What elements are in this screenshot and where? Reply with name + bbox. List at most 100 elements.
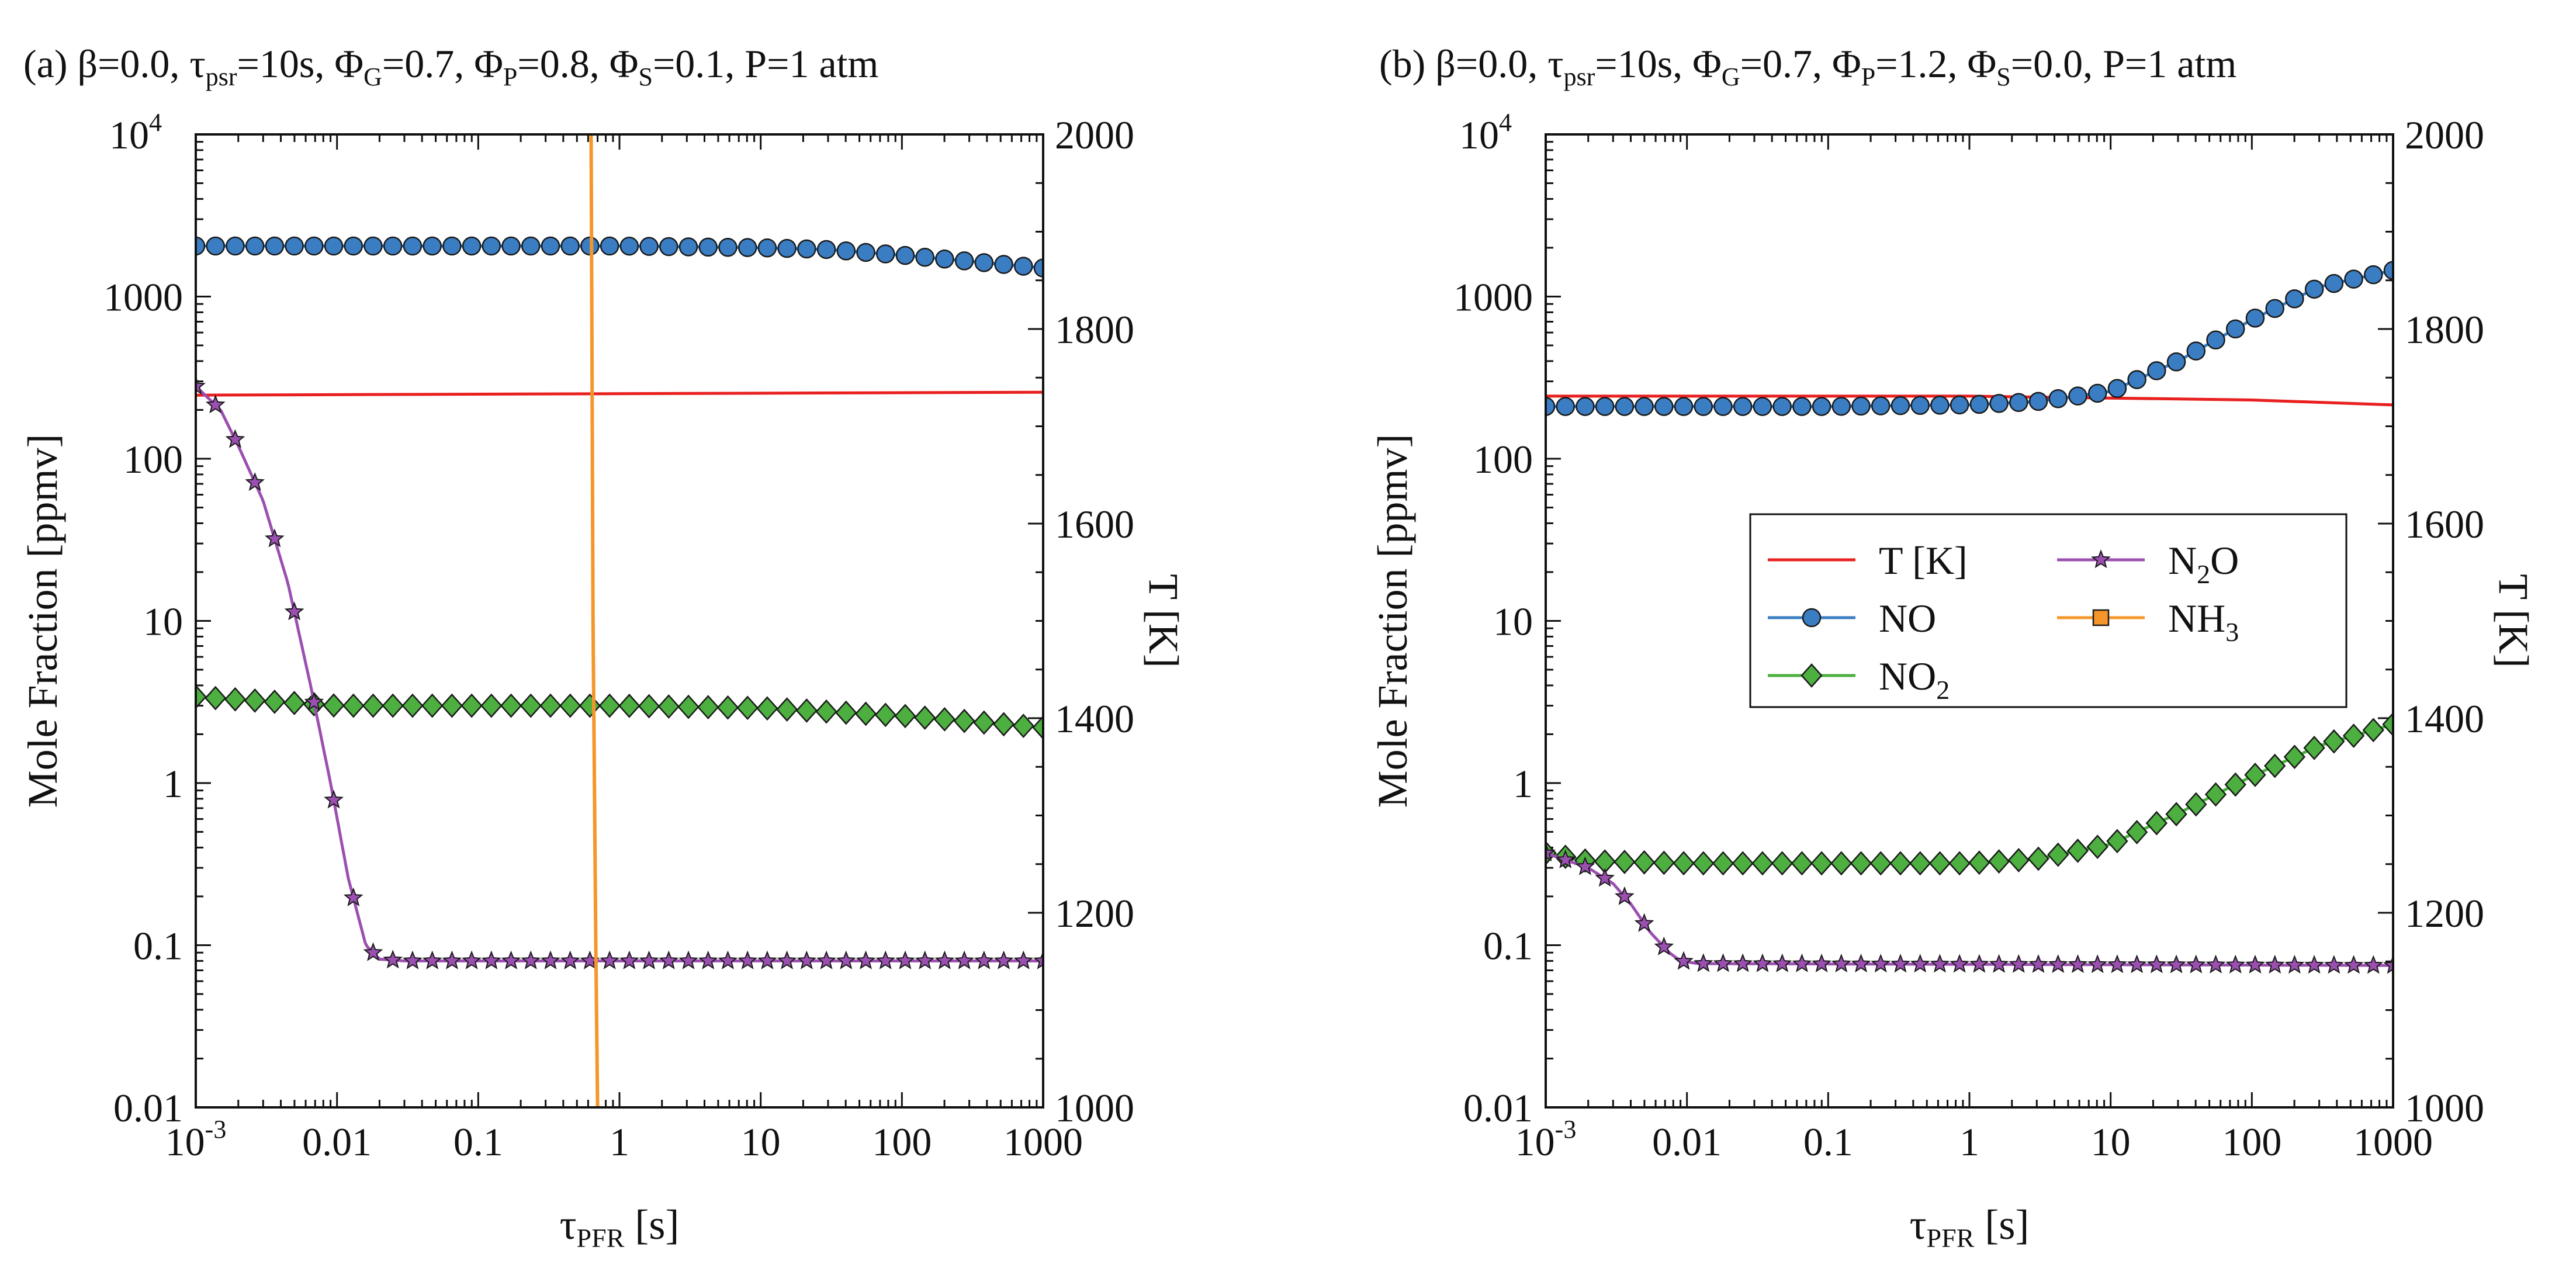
y-tick-label-exp: 4 [149,108,162,137]
marker-NO [738,238,757,257]
legend-label-main: NO [1879,654,1936,698]
marker-NO2 [1692,851,1715,876]
marker-NO [2107,379,2127,399]
marker-N2O [422,950,442,969]
marker-N2O [639,950,659,969]
marker-N2O [1713,953,1733,972]
marker-N2O [2265,954,2285,974]
marker-N2O [2205,954,2226,974]
marker-NO [383,236,403,256]
legend-label-sub: 3 [2225,617,2239,647]
marker-NO2 [815,699,837,724]
series-line-NO [1546,269,2393,408]
series-T [1546,394,2393,407]
marker-NO [2068,386,2087,406]
marker-NO [196,236,206,256]
marker-N2O [1654,936,1674,955]
y-tick-label: 10 [143,600,183,644]
marker-N2O [797,950,817,969]
marker-N2O [678,950,698,969]
marker-N2O [2343,955,2364,974]
marker-N2O [2186,954,2206,974]
marker-NO [2186,341,2206,361]
marker-NO [816,240,836,259]
y2-tick-label: 2000 [2405,113,2484,157]
x-tick-label: 1000 [2353,1120,2433,1164]
marker-N2O [895,950,915,969]
marker-N2O [1674,951,1694,970]
marker-NO2 [2342,723,2365,748]
plot-frame [1545,133,2394,1109]
panel-b: (b) β=0.0, τpsr=10s, ΦG=0.7, ΦP=1.2, ΦS=… [1369,41,2537,1253]
marker-N2O [1969,954,1989,973]
plot-frame [195,133,1044,1109]
marker-N2O [2107,954,2127,974]
legend-label-N2O: N2O [2168,538,2239,589]
y-tick-label: 104 [1459,108,1512,157]
marker-NO2 [933,707,956,732]
marker-N2O [875,950,896,969]
marker-NO2 [1909,851,1931,876]
marker-N2O [481,950,501,969]
marker-NO [2225,319,2245,339]
marker-NO [2245,309,2265,328]
y-tick-label: 0.1 [133,924,183,968]
marker-NO [1772,397,1792,416]
y-axis-label: Mole Fraction [ppmv] [19,434,66,808]
x-axis-label: τPFR [s] [1910,1201,2030,1253]
y2-tick-label: 1000 [1055,1086,1134,1130]
marker-N2O [777,950,797,969]
x-tick-label: 10 [741,1120,781,1164]
marker-NO [659,237,678,257]
marker-NO2 [539,693,562,718]
y-tick-label: 104 [109,108,162,157]
marker-NO [1733,397,1753,416]
legend-label-NO2: NO2 [1879,654,1950,705]
marker-NO [875,244,895,264]
marker-N2O [856,950,876,969]
marker-NO2 [382,693,404,718]
marker-NO2 [2244,763,2266,787]
x-tick-label-exp: -3 [205,1115,227,1144]
marker-NO2 [1791,851,1813,876]
y2-tick-label: 1800 [2405,307,2484,352]
marker-NO [1891,396,1910,415]
marker-NO2 [2086,834,2108,859]
y-tick-label: 10 [1493,600,1533,644]
marker-NO2 [973,710,995,735]
marker-N2O [225,429,245,448]
x-tick-label: 0.1 [1803,1120,1853,1164]
marker-NO [2265,299,2284,318]
x-tick-label-base: 10 [1515,1120,1555,1164]
marker-NO2 [992,712,1015,737]
marker-NO [1635,397,1654,416]
marker-NO [423,236,442,256]
marker-NO [2364,265,2383,285]
marker-NO [1930,396,1950,415]
marker-N2O [934,950,955,969]
marker-NO [1910,396,1930,415]
marker-NO2 [1850,851,1872,876]
y-tick-label: 1 [1513,761,1533,806]
series-line-T [1546,394,2393,407]
series-N2O [1546,843,2393,974]
marker-NO2 [559,693,581,718]
marker-NO [1546,397,1556,416]
marker-N2O [1772,953,1792,972]
marker-N2O [1595,868,1615,887]
legend-label-main: NH [2168,596,2225,640]
marker-N2O [501,950,521,969]
x-tick-label: 0.1 [453,1120,503,1164]
x-axis-label-sub: PFR [1927,1223,1975,1253]
marker-NO [363,236,383,256]
marker-NO [2166,352,2186,372]
marker-N2O [1634,913,1654,932]
legend-label-NH3: NH3 [2168,596,2239,647]
marker-NO2 [244,688,266,713]
marker-N2O [1693,953,1713,972]
y2-tick-label: 1000 [2405,1086,2484,1130]
marker-NO2 [2224,772,2246,797]
marker-NO [245,236,265,256]
marker-NO2 [657,694,680,719]
